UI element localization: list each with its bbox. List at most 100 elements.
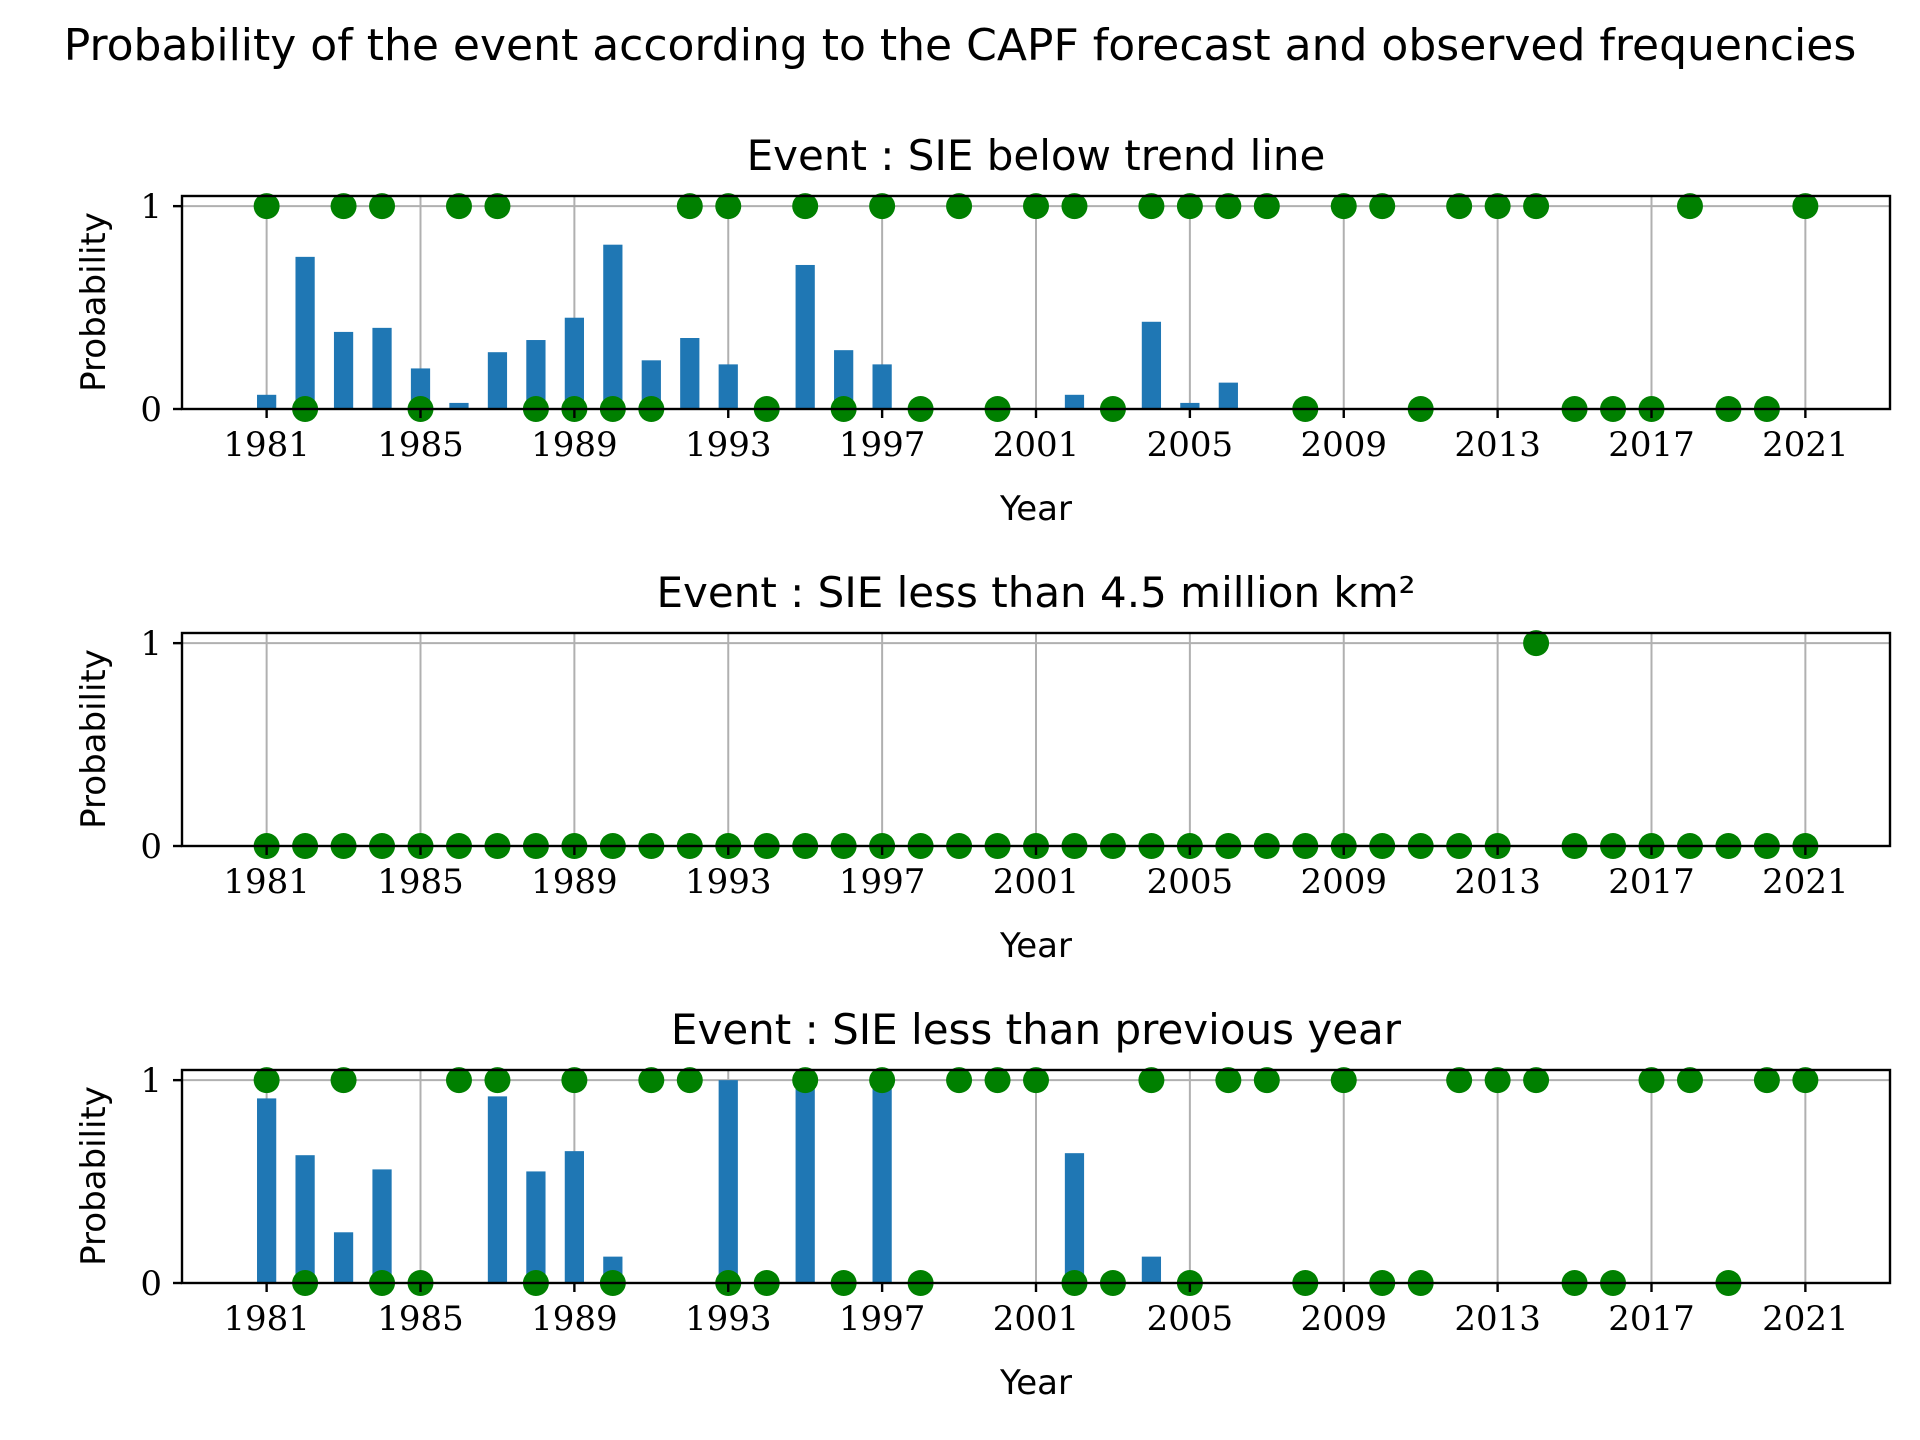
- observed-point: [1138, 193, 1165, 220]
- x-tick-label: 1993: [685, 862, 772, 902]
- forecast-bar: [372, 1169, 392, 1283]
- observed-point: [1523, 630, 1550, 657]
- x-tick-label: 1989: [531, 425, 618, 465]
- observed-point: [253, 193, 280, 220]
- x-tick-label: 2017: [1608, 862, 1695, 902]
- observed-point: [1523, 193, 1550, 220]
- forecast-bar: [295, 1155, 315, 1283]
- observed-point: [561, 1067, 588, 1094]
- forecast-bars: [257, 1080, 1162, 1283]
- forecast-bar: [1141, 321, 1162, 409]
- observed-point: [1023, 193, 1049, 220]
- observed-point: [1253, 193, 1280, 220]
- observed-point: [869, 193, 896, 220]
- x-tick-label: 2009: [1300, 425, 1387, 465]
- observed-point: [1676, 1067, 1703, 1094]
- x-tick-label: 2013: [1454, 862, 1541, 902]
- panel-title: Event : SIE less than 4.5 million km²: [657, 568, 1416, 617]
- x-tick-label: 1985: [377, 425, 464, 465]
- panel-title: Event : SIE below trend line: [747, 131, 1326, 180]
- y-axis-label: Probability: [74, 212, 114, 392]
- observed-point: [1138, 1067, 1165, 1094]
- forecast-bar: [718, 1080, 738, 1283]
- panel-threshold: Event : SIE less than 4.5 million km² 19…: [74, 568, 1892, 966]
- x-tick-label: 1989: [531, 1299, 618, 1339]
- panel-trend: Event : SIE below trend line 1981 1985 198…: [74, 131, 1892, 529]
- observed-point: [1215, 193, 1242, 220]
- x-tick-label: 2001: [993, 1299, 1080, 1339]
- y-tick-label: 1: [140, 624, 162, 664]
- forecast-bar: [1064, 394, 1085, 409]
- forecast-bar: [487, 352, 508, 409]
- observed-point: [638, 1067, 665, 1094]
- x-tick-label: 2001: [993, 862, 1080, 902]
- observed-point: [1792, 1067, 1819, 1094]
- observed-point: [1676, 193, 1703, 220]
- observed-point: [715, 193, 742, 220]
- y-tick-labels: 01: [140, 624, 162, 867]
- forecast-bar: [680, 338, 700, 409]
- forecast-bar: [718, 364, 738, 409]
- y-tick-label: 1: [140, 187, 162, 227]
- x-tick-label: 2005: [1147, 425, 1234, 465]
- forecast-bar: [795, 264, 815, 409]
- observed-point: [984, 1067, 1011, 1094]
- x-tick-labels: 1981 1985 1989 1993 1997 2001 2005 2009 2013 2017…: [223, 862, 1848, 902]
- forecast-bar: [1180, 402, 1200, 409]
- x-tick-label: 2021: [1762, 425, 1849, 465]
- observed-point: [1792, 193, 1819, 220]
- forecast-bar: [257, 1098, 277, 1283]
- observed-point: [484, 193, 511, 220]
- gridlines: [182, 196, 1890, 410]
- x-tick-label: 2005: [1147, 1299, 1234, 1339]
- observed-point: [1484, 1067, 1511, 1094]
- forecast-bar: [872, 364, 892, 409]
- x-tick-label: 1989: [531, 862, 618, 902]
- observed-point: [1523, 1067, 1550, 1094]
- forecast-bar: [795, 1080, 815, 1283]
- observed-point: [792, 1067, 819, 1094]
- x-tick-labels: 1981 1985 1989 1993 1997 2001 2005 2009 2013 2017…: [223, 425, 1848, 465]
- x-tick-label: 1993: [685, 1299, 772, 1339]
- gridlines: [182, 633, 1890, 847]
- observed-point: [1446, 1067, 1473, 1094]
- forecast-bar: [295, 256, 315, 409]
- observed-point: [676, 1067, 703, 1094]
- observed-points: [253, 1067, 1819, 1296]
- observed-point: [946, 1067, 973, 1094]
- observed-point: [1330, 1067, 1357, 1094]
- forecast-bars: [257, 244, 1238, 409]
- observed-point: [946, 193, 973, 220]
- y-axis-label: Probability: [74, 1086, 114, 1266]
- observed-point: [1638, 1067, 1665, 1094]
- forecast-bar: [487, 1096, 508, 1283]
- observed-point: [869, 1067, 896, 1094]
- y-tick-labels: 01: [140, 1061, 162, 1304]
- panel-title: Event : SIE less than previous year: [671, 1005, 1402, 1054]
- observed-point: [1446, 193, 1473, 220]
- x-axis-label: Year: [999, 1363, 1072, 1403]
- x-tick-label: 1997: [839, 1299, 926, 1339]
- observed-point: [253, 1067, 280, 1094]
- forecast-bar: [564, 1151, 584, 1283]
- observed-point: [1369, 193, 1396, 220]
- observed-point: [369, 193, 396, 220]
- forecast-bar: [526, 1171, 546, 1283]
- y-axis-label: Probability: [74, 649, 114, 829]
- forecast-bar: [1141, 1256, 1162, 1283]
- x-tick-label: 2005: [1147, 862, 1234, 902]
- forecast-bar: [526, 340, 546, 409]
- forecast-bar: [564, 317, 584, 409]
- x-tick-label: 2013: [1454, 425, 1541, 465]
- x-tick-label: 1981: [223, 862, 310, 902]
- forecast-bar: [1218, 382, 1238, 409]
- observed-point: [330, 193, 357, 220]
- forecast-bar: [872, 1080, 892, 1283]
- x-tick-label: 2009: [1300, 1299, 1387, 1339]
- x-tick-label: 2017: [1608, 1299, 1695, 1339]
- x-tick-label: 2021: [1762, 862, 1849, 902]
- x-axis-label: Year: [999, 926, 1072, 966]
- x-tick-label: 2021: [1762, 1299, 1849, 1339]
- forecast-bar: [449, 402, 469, 409]
